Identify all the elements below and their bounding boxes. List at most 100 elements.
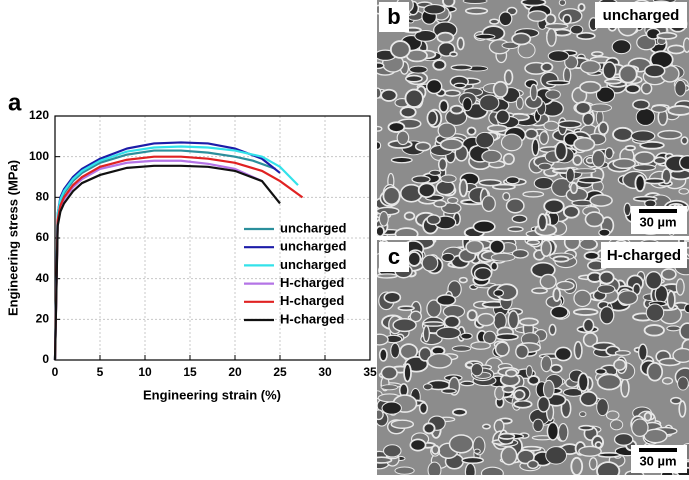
dimple <box>552 287 562 303</box>
dimple <box>461 456 484 465</box>
dimple <box>569 182 579 195</box>
dimple <box>579 411 587 418</box>
dimple <box>453 82 467 89</box>
dimple <box>656 31 678 40</box>
dimple <box>643 428 668 444</box>
dimple <box>377 456 393 464</box>
dimple <box>545 89 561 100</box>
dimple <box>573 340 583 360</box>
dimple <box>596 373 622 391</box>
x-tick-label: 30 <box>318 365 332 379</box>
sem-image <box>377 240 689 475</box>
dimple <box>442 0 456 8</box>
x-tick-label: 5 <box>97 365 104 379</box>
dimple <box>549 363 563 374</box>
y-tick-label: 0 <box>42 352 49 366</box>
dimple <box>573 168 597 174</box>
dimple <box>599 305 615 325</box>
dimple <box>558 0 567 7</box>
dimple <box>414 141 432 152</box>
dimple <box>633 164 657 172</box>
dimple <box>378 210 389 227</box>
dimple <box>598 270 615 285</box>
dimple <box>578 424 594 431</box>
dimple <box>507 310 520 330</box>
panel-label-box <box>379 2 409 32</box>
dimple <box>579 59 601 74</box>
dimple <box>479 94 500 112</box>
dimple <box>682 37 689 53</box>
dimple <box>494 341 510 357</box>
x-tick-label: 35 <box>363 365 377 379</box>
dimple <box>383 291 402 304</box>
y-tick-label: 60 <box>36 230 50 244</box>
dimple <box>552 255 570 263</box>
dimple <box>500 446 518 466</box>
legend-label: uncharged <box>280 239 347 254</box>
dimple <box>540 355 553 373</box>
dimple <box>487 124 508 133</box>
dimple <box>403 363 412 383</box>
dimple <box>505 368 518 378</box>
dimple <box>550 305 569 319</box>
dimple <box>542 379 555 399</box>
dimple <box>634 174 646 193</box>
dimple <box>495 333 519 341</box>
dimple <box>436 294 457 307</box>
dimple <box>449 51 458 58</box>
dimple <box>451 345 472 352</box>
plot-frame <box>54 115 371 361</box>
dimple <box>574 101 592 115</box>
dimple <box>480 466 504 475</box>
x-tick-label: 25 <box>273 365 287 379</box>
dimple <box>493 289 505 297</box>
dimple <box>650 104 668 113</box>
dimple <box>516 449 535 465</box>
dimple <box>481 195 496 212</box>
dimple <box>555 280 575 291</box>
dimple <box>498 11 513 27</box>
dimple <box>381 401 402 415</box>
panel-label-box <box>379 242 409 272</box>
y-tick-label: 40 <box>36 271 50 285</box>
dimple <box>490 252 516 262</box>
dimple <box>441 252 455 263</box>
dimple <box>470 341 491 350</box>
data-line <box>53 164 281 361</box>
dimple <box>527 375 541 386</box>
dimple <box>382 444 402 458</box>
dimple <box>377 273 398 279</box>
dimple <box>518 317 539 327</box>
scale-label: 30 µm <box>639 453 676 468</box>
dimple <box>502 152 515 166</box>
dimple <box>657 129 683 140</box>
dimple <box>597 121 609 136</box>
dimple <box>544 22 569 30</box>
dimple <box>466 309 478 322</box>
dimple <box>577 176 603 184</box>
dimple <box>577 2 586 12</box>
dimple <box>433 199 447 208</box>
dimple <box>404 88 424 108</box>
legend-label: uncharged <box>280 220 347 235</box>
dimple <box>422 325 431 343</box>
dimple <box>666 325 681 332</box>
dimple <box>377 62 385 70</box>
dimple <box>547 50 570 62</box>
scale-bar <box>639 448 677 452</box>
dimple <box>660 268 677 281</box>
dimple <box>532 418 544 433</box>
y-tick-label: 100 <box>29 149 49 163</box>
dimple <box>596 398 609 417</box>
dimple <box>562 13 572 25</box>
dimple <box>557 422 569 442</box>
dimple <box>537 213 548 232</box>
dimple <box>578 445 602 457</box>
dimple <box>546 80 571 86</box>
dimple <box>491 183 516 191</box>
dimple <box>382 186 401 206</box>
dimple <box>677 376 689 391</box>
dimple <box>389 40 411 59</box>
dimple <box>637 343 648 361</box>
dimple <box>411 175 431 184</box>
